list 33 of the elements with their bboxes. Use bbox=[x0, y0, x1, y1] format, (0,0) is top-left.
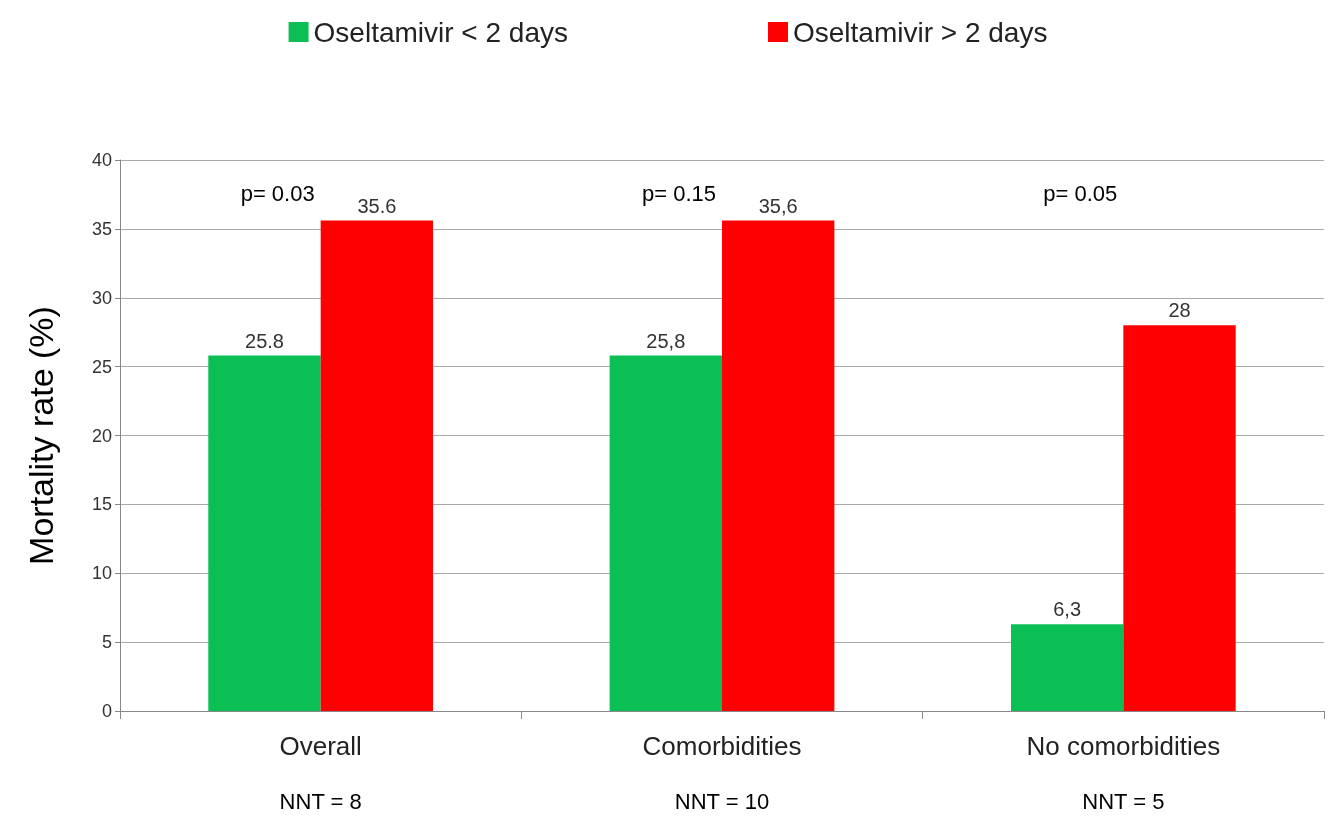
legend-label: Oseltamivir < 2 days bbox=[313, 16, 568, 48]
y-tick-label: 40 bbox=[91, 150, 112, 170]
y-tick-label: 15 bbox=[91, 494, 112, 515]
y-tick-label: 30 bbox=[91, 287, 112, 308]
y-axis-title: Mortality rate (%) bbox=[22, 306, 60, 565]
x-tick-label: No comorbidities bbox=[1026, 731, 1221, 761]
y-tick-label: 0 bbox=[101, 701, 112, 721]
bar bbox=[320, 220, 434, 711]
bar bbox=[722, 220, 835, 711]
y-tick-label: 35 bbox=[91, 218, 112, 239]
data-label: 35,6 bbox=[758, 194, 798, 217]
x-tick-label: Overall bbox=[279, 731, 362, 761]
y-tick-label: 20 bbox=[91, 425, 112, 446]
text: NNT = 8 bbox=[279, 788, 362, 814]
data-label: 25,8 bbox=[646, 329, 686, 352]
bar bbox=[208, 355, 321, 711]
text: NNT = 5 bbox=[1082, 788, 1165, 814]
y-tick-label: 10 bbox=[91, 563, 112, 584]
y-tick-label: 25 bbox=[91, 356, 112, 377]
data-label: 25.8 bbox=[245, 329, 284, 352]
legend-label: Oseltamivir > 2 days bbox=[793, 16, 1048, 48]
x-tick-label: Comorbidities bbox=[642, 731, 802, 761]
bar bbox=[1123, 325, 1236, 711]
text: NNT = 10 bbox=[674, 788, 770, 814]
bar bbox=[609, 355, 722, 711]
y-tick-label: 5 bbox=[101, 632, 112, 653]
annotation: p= 0.15 bbox=[641, 180, 716, 206]
annotation: p= 0.05 bbox=[1043, 180, 1118, 206]
data-label: 28 bbox=[1168, 299, 1191, 322]
annotation: p= 0.03 bbox=[240, 180, 315, 206]
data-label: 35.6 bbox=[357, 194, 397, 217]
bar bbox=[1010, 624, 1124, 711]
data-label: 6,3 bbox=[1053, 598, 1082, 621]
